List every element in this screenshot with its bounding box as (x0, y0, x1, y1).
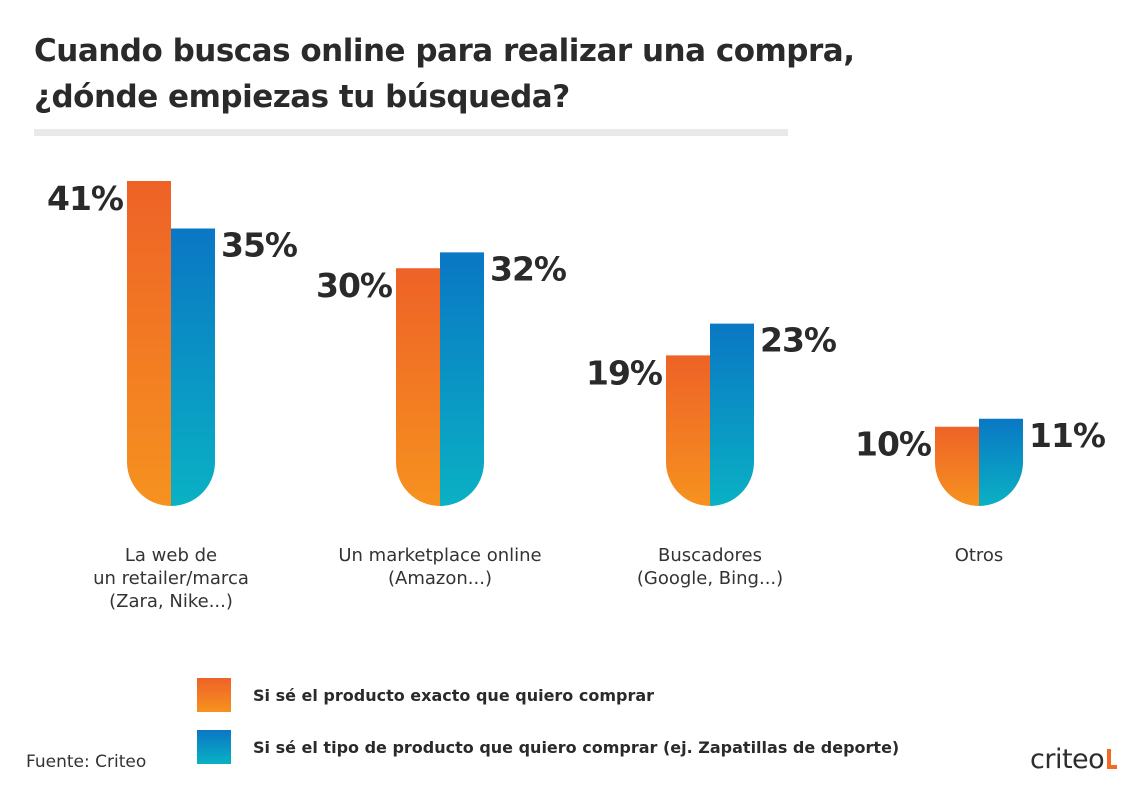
bar-exact-product (127, 181, 171, 506)
source-note: Fuente: Criteo (26, 752, 147, 772)
bar-product-type (710, 323, 754, 506)
legend-label: Si sé el producto exacto que quiero comp… (253, 685, 655, 705)
chart-title-line-2: ¿dónde empiezas tu búsqueda? (34, 79, 570, 115)
criteo-logo: criteo (1030, 744, 1118, 775)
logo-text: criteo (1030, 744, 1105, 775)
value-label: 10% (855, 425, 932, 464)
value-label: 32% (490, 249, 567, 288)
title-divider (34, 129, 788, 136)
bar-exact-product (396, 268, 440, 506)
value-label: 19% (586, 353, 663, 392)
legend-item-product-type: Si sé el tipo de producto que quiero com… (197, 722, 899, 772)
bar-exact-product (666, 355, 710, 506)
category-label: La web de (125, 545, 217, 566)
category-label: Buscadores (658, 545, 762, 566)
bar-exact-product (935, 426, 979, 506)
chart-title: Cuando buscas online para realizar una c… (34, 28, 914, 120)
bar-product-type (440, 252, 484, 506)
value-label: 30% (316, 266, 393, 305)
logo-mark (1107, 749, 1118, 769)
category-label: un retailer/marca (93, 568, 249, 589)
value-label: 35% (221, 226, 298, 265)
category-label: (Google, Bing...) (637, 568, 783, 589)
chart-title-line-1: Cuando buscas online para realizar una c… (34, 33, 855, 69)
category-label: Un marketplace online (338, 545, 541, 566)
value-label: 23% (760, 321, 837, 360)
legend: Si sé el producto exacto que quiero comp… (197, 670, 899, 772)
legend-swatch-blue (197, 730, 231, 764)
category-label: Otros (955, 545, 1004, 566)
bar-product-type (979, 418, 1023, 506)
category-label: (Zara, Nike...) (109, 591, 233, 612)
legend-swatch-orange (197, 678, 231, 712)
bar-product-type (171, 228, 215, 506)
legend-label: Si sé el tipo de producto que quiero com… (253, 737, 900, 757)
value-label: 41% (47, 179, 124, 218)
category-label: (Amazon...) (388, 568, 492, 589)
legend-item-exact-product: Si sé el producto exacto que quiero comp… (197, 670, 899, 720)
value-label: 11% (1029, 416, 1106, 455)
